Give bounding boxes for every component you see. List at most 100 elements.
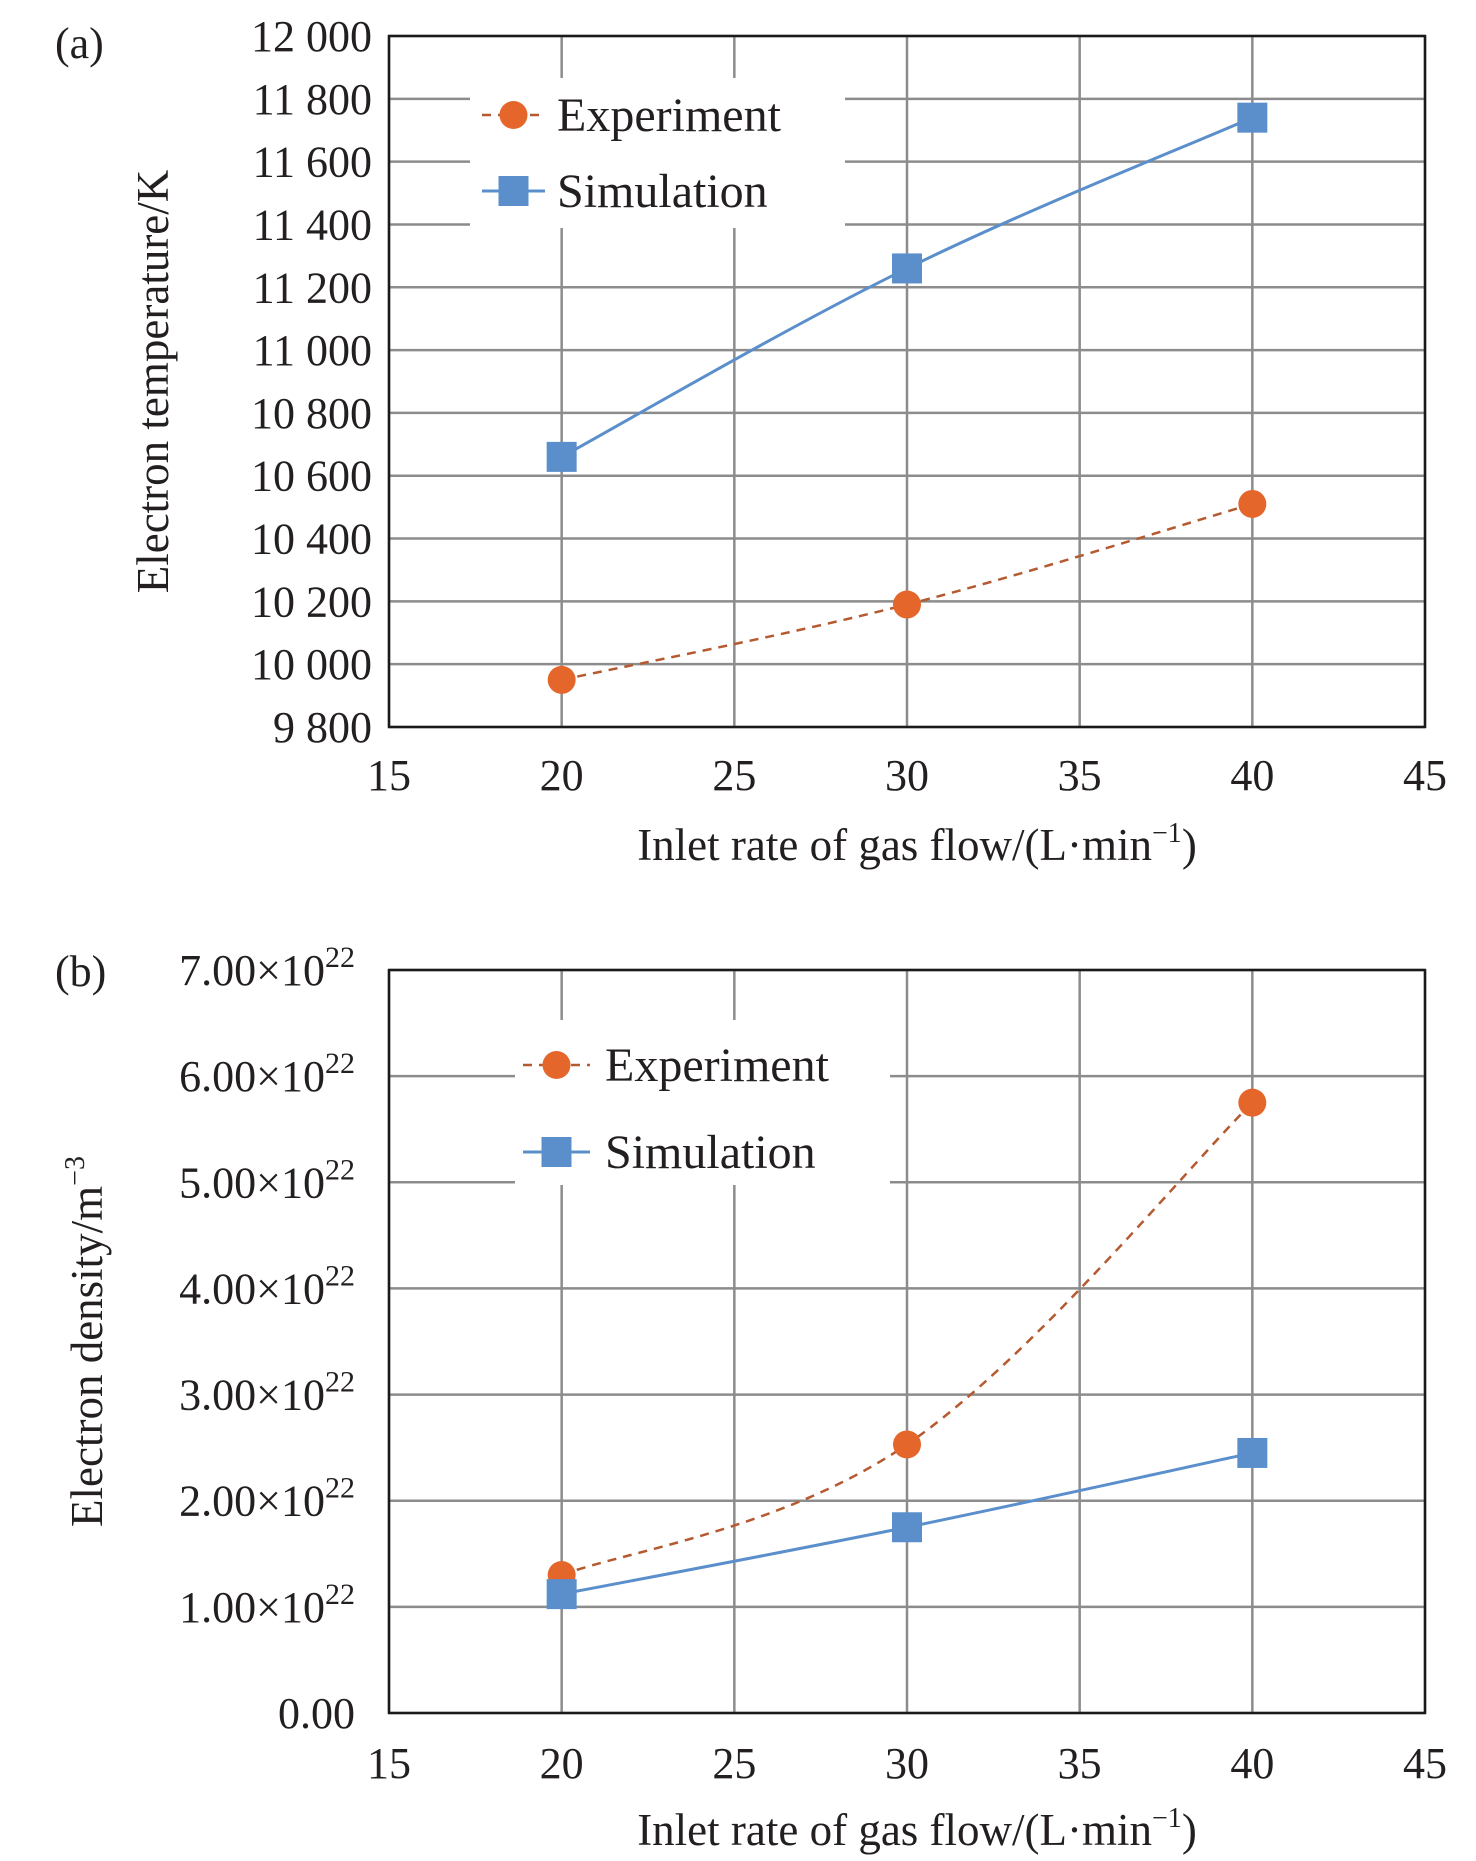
y-tick-mantissa: 9 800	[273, 703, 372, 752]
y-tick-exponent: 22	[325, 1259, 355, 1292]
x-tick-label: 35	[1058, 1739, 1102, 1788]
legend-background	[515, 1020, 890, 1185]
legend-marker-experiment	[542, 1051, 571, 1079]
data-point-experiment	[1238, 1088, 1267, 1117]
y-tick-label: 11 600	[253, 138, 372, 187]
y-tick-label: 12 000	[251, 12, 372, 61]
y-tick-label: 10 400	[251, 515, 372, 564]
x-axis-title-close: )	[1182, 1805, 1197, 1855]
y-tick-label: 11 200	[253, 263, 372, 312]
x-axis-title-close: )	[1182, 820, 1197, 870]
series-simulation	[546, 1437, 1268, 1610]
y-tick-mantissa: 11 200	[253, 263, 372, 312]
data-point-experiment	[893, 1430, 921, 1459]
y-tick-mantissa: 10 200	[251, 577, 372, 626]
x-axis-title: Inlet rate of gas flow/(L·min−1)	[637, 1803, 1197, 1855]
y-tick-mantissa: 5.00×10	[179, 1158, 325, 1207]
x-tick-label: 40	[1230, 751, 1274, 800]
x-axis-title-main: Inlet rate of gas flow/(L·min	[637, 1805, 1152, 1855]
x-tick-label: 30	[885, 751, 929, 800]
y-tick-label: 10 000	[251, 640, 372, 689]
y-tick-mantissa: 11 800	[253, 75, 372, 124]
series-simulation	[546, 102, 1268, 472]
y-tick-mantissa: 3.00×10	[179, 1371, 325, 1420]
x-tick-label: 20	[540, 1739, 584, 1788]
y-axis-title: Electron temperature/K	[128, 169, 178, 593]
legend: Experiment Simulation	[515, 1020, 890, 1185]
y-tick-label: 10 800	[251, 389, 372, 438]
y-tick-mantissa: 10 000	[251, 640, 372, 689]
y-tick-label: 10 200	[251, 577, 372, 626]
x-tick-label: 45	[1403, 1739, 1447, 1788]
series-experiment	[547, 489, 1267, 694]
y-tick-exponent: 22	[325, 1472, 355, 1505]
y-tick-exponent: 22	[325, 941, 355, 974]
data-point-simulation	[1237, 1437, 1268, 1468]
chart-a: (a) 9 800 10 000 10 200 10 400 10 600 10 800 11…	[55, 12, 1447, 870]
chart-b: (b)0.001.00×10222.00×10223.00×10224.00×1…	[55, 941, 1447, 1855]
series-line-experiment	[561, 1101, 1254, 1577]
y-tick-label: 0.00	[278, 1689, 355, 1738]
y-tick-label: 11 000	[253, 326, 372, 375]
y-tick-exponent: 22	[325, 1153, 355, 1186]
plot-frame	[387, 968, 1427, 1715]
x-axis-title-sup: −1	[1152, 1803, 1182, 1834]
legend-marker-simulation	[541, 1137, 572, 1167]
legend-label-experiment: Experiment	[557, 89, 782, 142]
y-axis-title-main: Electron temperature/K	[128, 169, 178, 593]
x-tick-label: 45	[1403, 751, 1447, 800]
x-tick-label: 25	[712, 751, 756, 800]
x-tick-label: 15	[367, 1739, 411, 1788]
y-tick-mantissa: 11 600	[253, 138, 372, 187]
y-tick-mantissa: 0.00	[278, 1689, 355, 1738]
legend-label-simulation: Simulation	[605, 1126, 816, 1179]
y-tick-mantissa: 2.00×10	[179, 1477, 325, 1526]
x-tick-label: 30	[885, 1739, 929, 1788]
y-tick-exponent: 22	[325, 1366, 355, 1399]
y-tick-mantissa: 10 400	[251, 515, 372, 564]
x-tick-label: 15	[367, 751, 411, 800]
data-point-experiment	[547, 665, 576, 694]
data-point-simulation	[546, 441, 577, 472]
y-tick-mantissa: 10 800	[251, 389, 372, 438]
legend-background	[470, 78, 845, 228]
y-axis-title: Electron density/m−3	[60, 1156, 112, 1527]
y-tick-mantissa: 7.00×10	[179, 946, 325, 995]
data-point-experiment	[893, 590, 921, 619]
y-axis-title-sup: −3	[60, 1156, 91, 1186]
y-tick-exponent: 22	[325, 1047, 355, 1080]
x-tick-label: 25	[712, 1739, 756, 1788]
x-axis-title-sup: −1	[1152, 818, 1182, 849]
y-tick-mantissa: 1.00×10	[179, 1583, 325, 1632]
data-point-simulation	[892, 253, 922, 284]
y-tick-mantissa: 12 000	[251, 12, 372, 61]
y-tick-label: 9 800	[273, 703, 372, 752]
panel-label: (a)	[55, 19, 104, 68]
plot-frame	[387, 34, 1427, 729]
y-tick-label: 6.00×1022	[179, 1047, 355, 1101]
y-tick-label: 4.00×1022	[179, 1259, 355, 1313]
series-experiment	[547, 1088, 1267, 1590]
y-tick-mantissa: 6.00×10	[179, 1052, 325, 1101]
y-tick-mantissa: 11 000	[253, 326, 372, 375]
y-tick-label: 11 800	[253, 75, 372, 124]
y-tick-label: 2.00×1022	[179, 1472, 355, 1526]
y-axis-title-main: Electron density/m	[62, 1186, 112, 1527]
x-axis-title: Inlet rate of gas flow/(L·min−1)	[637, 818, 1197, 870]
data-point-simulation	[1237, 102, 1268, 133]
y-tick-mantissa: 10 600	[251, 452, 372, 501]
x-tick-label: 40	[1230, 1739, 1274, 1788]
data-point-simulation	[546, 1579, 577, 1610]
y-tick-mantissa: 11 400	[253, 200, 372, 249]
panel-label: (b)	[55, 947, 106, 996]
y-tick-label: 3.00×1022	[179, 1366, 355, 1420]
y-tick-label: 10 600	[251, 452, 372, 501]
data-point-simulation	[892, 1512, 922, 1543]
legend-label-simulation: Simulation	[557, 165, 768, 218]
y-tick-label: 1.00×1022	[179, 1578, 355, 1632]
x-tick-label: 20	[540, 751, 584, 800]
legend-marker-experiment	[499, 101, 528, 129]
x-axis-title-main: Inlet rate of gas flow/(L·min	[637, 820, 1152, 870]
legend-marker-simulation	[498, 176, 529, 206]
